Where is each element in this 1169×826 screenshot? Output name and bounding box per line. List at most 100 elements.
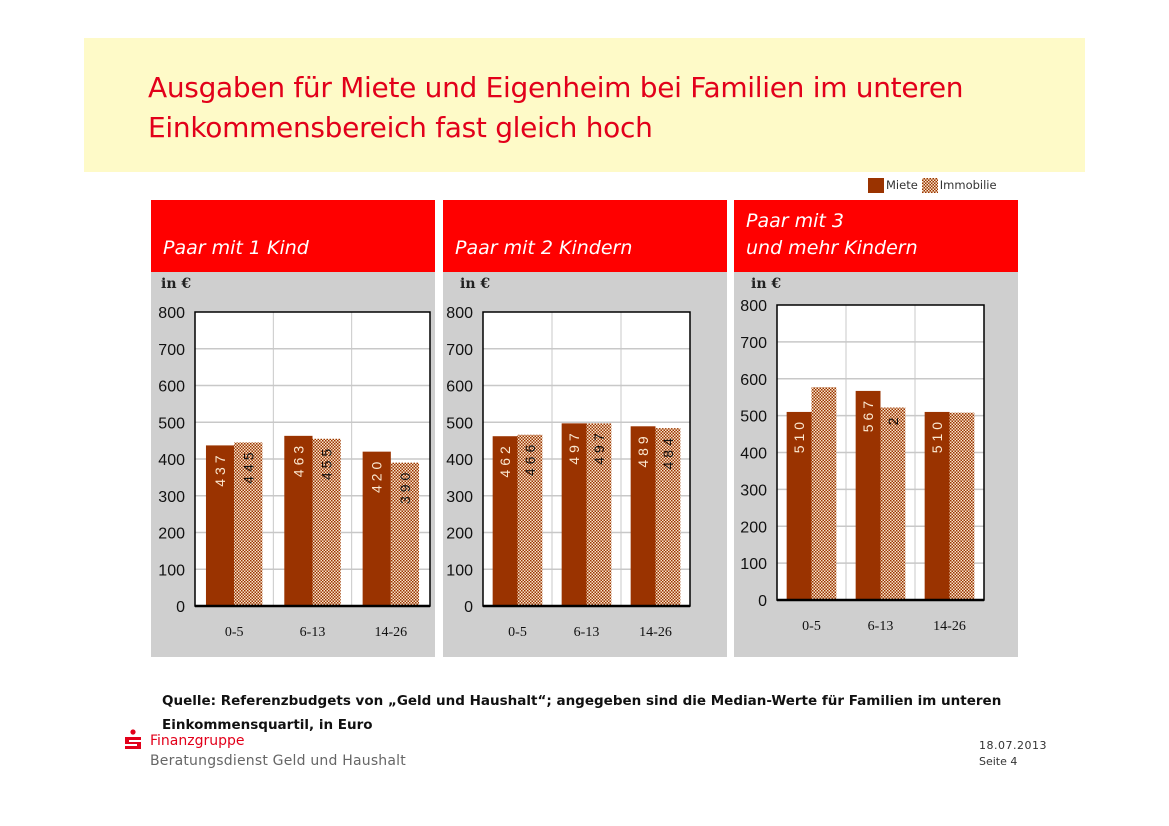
data-label: 420 [369,458,385,493]
y-tick-label: 0 [758,593,767,610]
x-tick-label: 6-13 [868,619,894,634]
bar-miete [492,436,518,606]
y-tick-label: 500 [740,409,767,426]
y-tick-label: 600 [740,372,767,389]
sparkasse-logo-icon [125,729,141,749]
y-tick-label: 500 [158,415,185,432]
y-axis-unit: in € [460,276,491,292]
bar-immobilie [880,407,906,600]
x-tick-label: 14-26 [374,625,407,640]
footnote-line-2: Einkommensquartil, in Euro [162,717,373,733]
y-tick-label: 200 [446,526,473,543]
panel-title: Paar mit 2 Kindern [455,237,633,259]
y-tick-label: 400 [158,452,185,469]
bar-immobilie [390,462,420,606]
legend-swatch-immobilie [921,177,938,193]
y-tick-label: 300 [158,489,185,506]
bar-immobilie [949,412,975,600]
bar-immobilie [655,428,681,606]
y-tick-label: 800 [158,305,185,322]
y-tick-label: 800 [446,305,473,322]
data-label: 489 [635,432,651,467]
brand-subtitle: Beratungsdienst Geld und Haushalt [150,753,406,769]
x-tick-label: 0-5 [802,619,821,634]
y-tick-label: 700 [158,342,185,359]
footnote-line-1: Quelle: Referenzbudgets von „Geld und Ha… [162,693,1002,709]
y-tick-label: 100 [740,556,767,573]
brand-name: Finanzgruppe [150,733,245,749]
title-band [84,38,1085,172]
y-tick-label: 200 [740,519,767,536]
bar-immobilie [586,423,612,606]
data-label: 463 [290,442,306,477]
y-tick-label: 600 [158,379,185,396]
bar-miete [786,411,812,600]
page-title: Ausgaben für Miete und Eigenheim bei Fam… [148,68,1068,148]
data-label: 437 [212,451,228,486]
x-tick-label: 14-26 [639,625,672,640]
bar-miete [362,451,391,606]
bar-chart: 0 100 200 300 400 500 600 700 800 437 445 0-5 463 455… [158,305,431,640]
x-tick-label: 0-5 [508,625,527,640]
y-tick-label: 800 [740,298,767,315]
bar-miete [561,423,587,606]
chart-legend: Miete Immobilie [868,177,1001,193]
legend-label-miete: Miete [886,178,918,192]
y-axis-unit: in € [161,276,192,292]
bar-chart: 0 100 200 300 400 500 600 700 800 510 0-5 567 2 6-13 5… [740,298,985,634]
y-tick-label: 200 [158,526,185,543]
panel-header: Paar mit 1 Kind [151,200,435,272]
data-label: 445 [240,448,256,483]
chart-panel-1: Paar mit 1 Kind in € 0 100 200 300 400 500 600… [151,200,435,657]
y-tick-label: 700 [740,335,767,352]
y-tick-label: 300 [740,482,767,499]
panel-header: Paar mit 2 Kindern [443,200,727,272]
bar-immobilie [234,442,263,606]
x-tick-label: 6-13 [300,625,326,640]
y-tick-label: 100 [158,562,185,579]
y-tick-label: 600 [446,379,473,396]
data-label: 510 [929,418,945,453]
y-tick-label: 700 [446,342,473,359]
bar-miete [205,445,235,606]
source-footnote: Quelle: Referenzbudgets von „Geld und Ha… [162,689,1022,737]
y-tick-label: 0 [464,599,473,616]
panel-title: Paar mit 1 Kind [163,237,309,259]
bar-miete [284,435,313,606]
legend-item-miete: Miete [868,177,918,193]
x-tick-label: 6-13 [574,625,600,640]
page-title-line-1: Ausgaben für Miete und Eigenheim bei Fam… [148,71,964,104]
data-label: 567 [860,397,876,432]
bar-miete [855,390,881,600]
y-tick-label: 100 [446,562,473,579]
y-tick-label: 400 [446,452,473,469]
page-title-line-2: Einkommensbereich fast gleich hoch [148,111,653,144]
data-label: 484 [660,434,676,469]
chart-panel-3: Paar mit 3 und mehr Kindern in € 0 100 200… [734,200,1018,657]
legend-label-immobilie: Immobilie [939,178,997,192]
y-tick-label: 500 [446,415,473,432]
legend-item-immobilie: Immobilie [921,177,997,193]
y-tick-label: 400 [740,446,767,463]
bar-miete [630,426,656,606]
chart-panel-2: Paar mit 2 Kindern in € 0 100 200 300 400 500… [443,200,727,657]
y-axis-unit: in € [751,276,782,292]
bar-miete [924,411,950,600]
data-label: 462 [497,442,513,477]
data-label: 2 [885,414,901,426]
bar-immobilie [312,438,341,606]
data-label: 390 [397,469,413,504]
y-tick-label: 300 [446,489,473,506]
data-label: 455 [319,445,335,480]
legend-swatch-miete [868,177,884,193]
bar-immobilie [811,387,837,600]
y-tick-label: 0 [176,599,185,616]
page-number: Seite 4 [979,755,1018,768]
data-label: 497 [591,429,607,464]
panel-title: Paar mit 3 und mehr Kindern [746,210,918,259]
data-label: 510 [791,418,807,453]
data-label: 497 [566,429,582,464]
slide-date: 18.07.2013 [979,739,1047,752]
bar-immobilie [517,434,543,606]
panel-header: Paar mit 3 und mehr Kindern [734,200,1018,272]
